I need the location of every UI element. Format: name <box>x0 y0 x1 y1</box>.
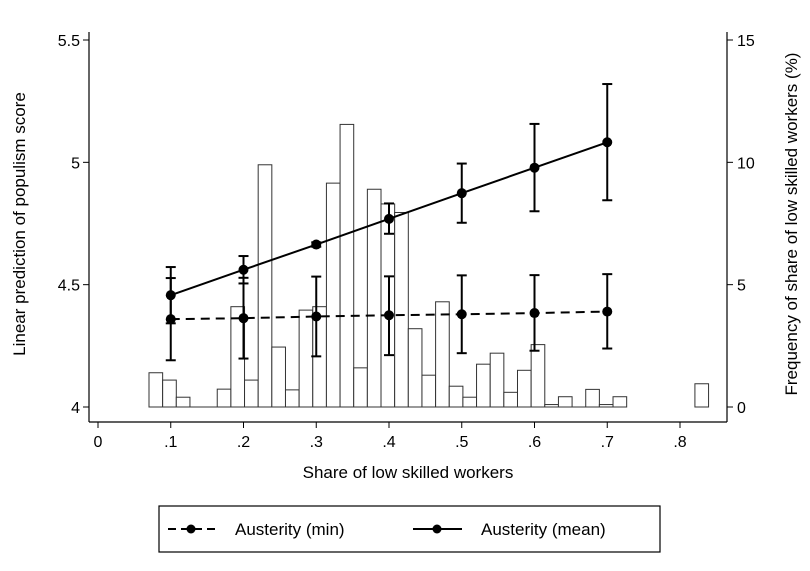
y2-axis-title: Frequency of share of low skilled worker… <box>782 53 801 396</box>
histogram-bar <box>325 182 341 408</box>
y-tick-label: 5.5 <box>58 33 80 50</box>
y-axis-title: Linear prediction of populism score <box>10 92 29 356</box>
histogram-bar <box>448 385 464 408</box>
x-tick-label: .8 <box>673 434 686 451</box>
y-tick-label: 5 <box>71 155 80 172</box>
data-point <box>238 264 249 275</box>
data-point <box>456 188 467 199</box>
axes: 0 .1 .2 .3 .4 .5 .6 .7 .8 4 4.5 5 5.5 0 5 10 15 <box>58 32 755 451</box>
histogram-bar <box>244 379 259 408</box>
legend-mean-label: Austerity (mean) <box>481 520 606 539</box>
histogram-bar <box>339 123 355 408</box>
x-tick-label: .4 <box>382 434 395 451</box>
legend-min-marker <box>186 524 196 534</box>
x-tick-label: .3 <box>310 434 323 451</box>
histogram-bar <box>148 372 164 408</box>
x-tick-label: .1 <box>164 434 177 451</box>
histogram-bar <box>489 352 505 408</box>
data-point <box>529 308 540 319</box>
histogram-bar <box>175 396 191 408</box>
histogram-bar <box>530 344 546 408</box>
x-tick-label: .2 <box>237 434 250 451</box>
histogram-bar <box>435 301 450 408</box>
histogram-bar <box>694 383 710 408</box>
histogram-bar <box>298 309 314 408</box>
x-tick-label: .7 <box>601 434 614 451</box>
legend: Austerity (min) Austerity (mean) <box>158 505 661 553</box>
histogram-bar <box>257 164 273 408</box>
histogram-bar <box>421 374 437 408</box>
data-point <box>384 310 394 321</box>
data-point <box>311 311 322 322</box>
histogram-bar <box>407 328 423 408</box>
histogram-bar <box>557 396 573 408</box>
histogram-bar <box>585 388 600 408</box>
data-point <box>602 137 613 148</box>
legend-min-label: Austerity (min) <box>235 520 345 539</box>
histogram-bar <box>162 379 177 408</box>
histogram-bar <box>516 369 532 408</box>
y-tick-label: 4.5 <box>58 278 80 295</box>
legend-mean-marker <box>432 524 442 534</box>
x-tick-label: .5 <box>455 434 468 451</box>
histogram-bar <box>462 396 478 408</box>
histogram-bar <box>503 391 518 408</box>
histogram-bar <box>353 367 368 408</box>
histogram-bar <box>394 211 409 408</box>
y2-tick-label: 5 <box>737 278 746 295</box>
histogram-bar <box>612 396 628 408</box>
y2-tick-label: 15 <box>737 33 755 50</box>
histogram-bar <box>284 389 300 408</box>
y2-tick-label: 10 <box>737 155 755 172</box>
data-point <box>384 213 394 224</box>
histogram-bar <box>271 346 286 408</box>
series-layer <box>165 83 613 362</box>
histogram-bar <box>216 388 232 408</box>
data-point <box>165 290 176 301</box>
y2-tick-label: 0 <box>737 400 746 417</box>
x-tick-label: 0 <box>94 434 103 451</box>
data-point <box>238 313 249 324</box>
y-tick-label: 4 <box>71 400 80 417</box>
data-point <box>311 239 322 250</box>
x-tick-label: .6 <box>528 434 541 451</box>
x-axis-title: Share of low skilled workers <box>303 463 514 482</box>
data-point <box>529 162 540 173</box>
histogram-bar <box>476 363 491 408</box>
legend-box <box>158 505 661 553</box>
data-point <box>602 306 613 317</box>
data-point <box>456 309 467 320</box>
histogram-bars <box>148 123 710 408</box>
